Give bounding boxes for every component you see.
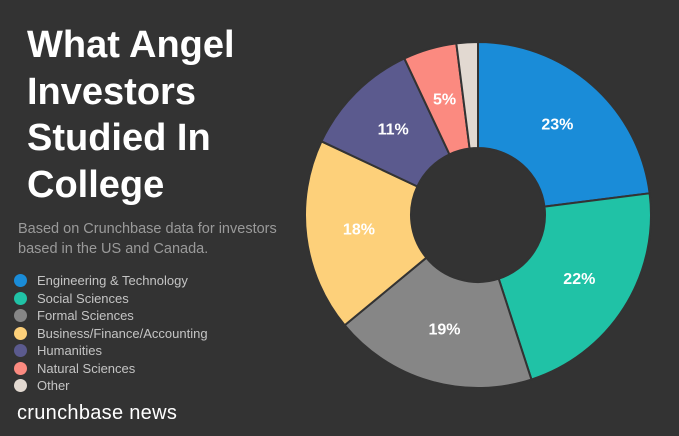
donut-slice <box>497 192 652 381</box>
slice-percent-label: 23% <box>541 116 573 133</box>
donut-slice <box>455 40 479 150</box>
legend-label: Humanities <box>37 343 103 359</box>
legend-swatch <box>14 361 27 375</box>
legend-item: Formal Sciences <box>14 307 208 325</box>
legend-label: Formal Sciences <box>37 308 134 324</box>
legend-item: Engineering & Technology <box>14 272 208 290</box>
legend-item: Humanities <box>14 342 208 360</box>
donut-slice <box>304 140 428 327</box>
legend-swatch <box>14 291 27 305</box>
chart-legend: Engineering & Technology Social Sciences F… <box>14 272 208 395</box>
legend-swatch <box>14 344 27 358</box>
slice-percent-label: 19% <box>429 322 461 339</box>
chart-subtitle-line-2: based in the US and Canada. <box>18 241 209 257</box>
legend-label: Social Sciences <box>37 290 129 306</box>
legend-label: Business/Finance/Accounting <box>37 325 208 341</box>
donut-labels: 23% 22% 19% 18% 11% 5% <box>343 91 595 338</box>
chart-subtitle-line-1: Based on Crunchbase data for investors <box>18 221 277 237</box>
donut-slices <box>304 40 652 389</box>
donut-slice <box>477 40 651 208</box>
legend-swatch <box>14 309 27 323</box>
legend-item: Social Sciences <box>14 290 208 308</box>
legend-swatch <box>14 326 27 340</box>
legend-swatch <box>14 379 27 393</box>
chart-title-line-4: College <box>27 163 165 206</box>
legend-label: Engineering & Technology <box>37 273 188 289</box>
legend-item: Other <box>14 377 208 395</box>
legend-label: Other <box>37 378 70 394</box>
slice-percent-label: 22% <box>563 271 595 288</box>
legend-swatch <box>14 274 27 288</box>
chart-subtitle: Based on Crunchbase data for investors b… <box>18 219 308 259</box>
slice-percent-label: 5% <box>433 91 456 108</box>
chart-title-line-1: What Angel <box>27 24 235 66</box>
chart-title-line-2: Investors <box>27 70 196 113</box>
donut-slice <box>343 256 533 389</box>
slice-percent-label: 18% <box>343 222 375 239</box>
legend-label: Natural Sciences <box>37 360 136 376</box>
legend-item: Natural Sciences <box>14 360 208 378</box>
crunchbase-news-logo: crunchbase news <box>17 402 178 424</box>
chart-title-line-3: Studied In <box>27 117 211 159</box>
slice-percent-label: 11% <box>378 122 409 139</box>
legend-item: Business/Finance/Accounting <box>14 325 208 343</box>
chart-title: What Angel Investors Studied In College <box>27 22 317 208</box>
